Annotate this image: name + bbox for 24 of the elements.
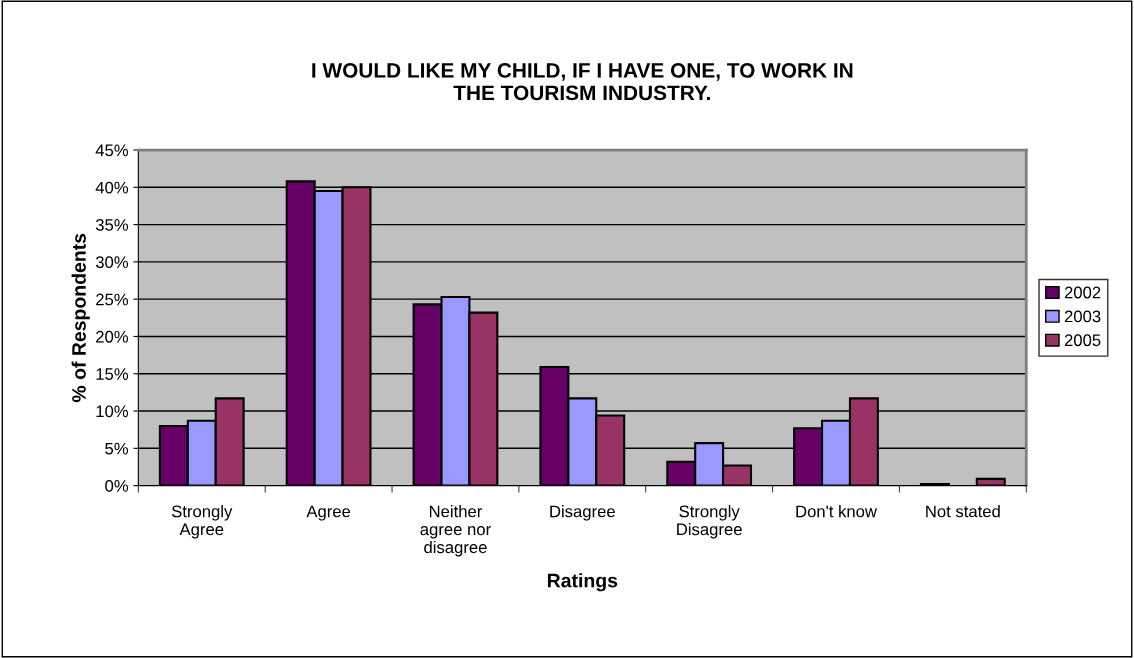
chart-title: I WOULD LIKE MY CHILD, IF I HAVE ONE, TO WORK IN THE TOURISM INDUSTRY. <box>312 63 853 101</box>
legend-label: 2003 <box>1064 310 1101 323</box>
x-axis-title: Ratings <box>547 573 618 592</box>
x-tick-label: Agree <box>306 505 351 521</box>
y-tick-label: 0% <box>105 480 129 492</box>
x-tick-label: Strongly Disagree <box>677 505 742 539</box>
x-tick-label: Strongly Agree <box>171 505 233 539</box>
y-tick-label: 10% <box>96 405 129 418</box>
y-tick-label: 5% <box>105 442 129 455</box>
y-tick-label: 40% <box>95 181 129 194</box>
y-tick-label: 35% <box>95 219 129 231</box>
y-tick-label: 15% <box>96 368 129 380</box>
x-tick-label: Don't know <box>796 505 878 518</box>
y-tick-label: 30% <box>95 256 129 269</box>
x-tick-label: Neither agree nor disagree <box>420 505 491 557</box>
y-tick-label: 45% <box>95 144 129 157</box>
legend-label: 2005 <box>1064 334 1101 347</box>
x-tick-label: Not stated <box>926 505 1000 518</box>
x-tick-label: Disagree <box>550 505 615 521</box>
legend-label: 2002 <box>1064 286 1101 299</box>
y-tick-label: 20% <box>96 330 129 343</box>
y-tick-label: 25% <box>96 293 129 306</box>
y-axis-title: % of Respondents <box>71 233 90 403</box>
bar <box>975 477 1006 486</box>
